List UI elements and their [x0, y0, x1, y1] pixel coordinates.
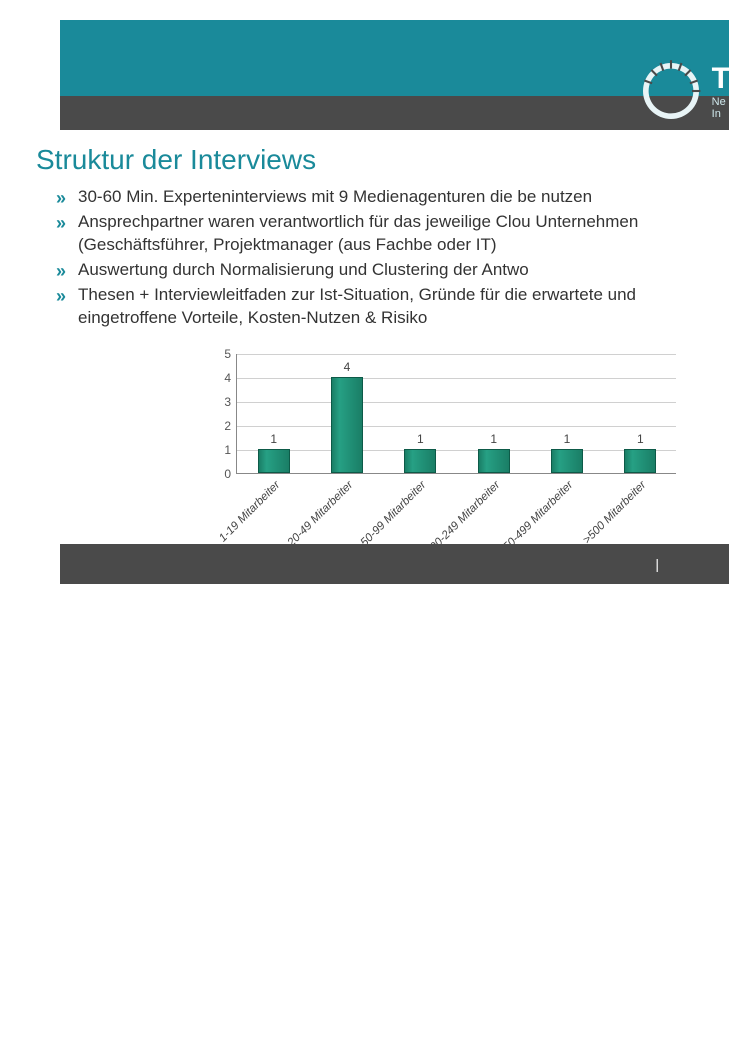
chart-ytick-label: 2 — [224, 419, 231, 433]
bullet-list: 30-60 Min. Experteninterviews mit 9 Medi… — [36, 186, 729, 330]
chart-ytick-label: 3 — [224, 395, 231, 409]
chart-gridline — [237, 354, 676, 355]
chart-bar-value-label: 1 — [625, 432, 655, 446]
chart-ytick-label: 4 — [224, 371, 231, 385]
header-band: T Ne In — [0, 20, 729, 130]
chart-bar-value-label: 1 — [552, 432, 582, 446]
chart-gridline — [237, 378, 676, 379]
chart-bar-value-label: 4 — [332, 360, 362, 374]
chart-ytick-label: 5 — [224, 347, 231, 361]
slide-content: Struktur der Interviews 30-60 Min. Exper… — [0, 130, 729, 568]
logo-swirl-icon — [636, 56, 706, 126]
chart-bar: 1 — [258, 449, 290, 473]
chart-ytick-label: 1 — [224, 443, 231, 457]
footer-band: | — [60, 544, 729, 584]
logo-sub-2: In — [712, 108, 729, 120]
chart-plot-area: 01234511-19 Mitarbeiter420-49 Mitarbeite… — [236, 354, 676, 474]
slide-title: Struktur der Interviews — [36, 144, 729, 176]
logo: T Ne In — [636, 56, 729, 126]
bullet-item: Auswertung durch Normalisierung und Clus… — [56, 259, 729, 282]
chart-bar: 1 — [551, 449, 583, 473]
footer-separator: | — [655, 556, 659, 572]
bullet-item: 30-60 Min. Experteninterviews mit 9 Medi… — [56, 186, 729, 209]
bullet-item: Thesen + Interviewleitfaden zur Ist-Situ… — [56, 284, 729, 330]
chart-bar: 1 — [404, 449, 436, 473]
chart-gridline — [237, 402, 676, 403]
header-teal-bar — [60, 20, 729, 96]
bullet-item: Ansprechpartner waren verantwortlich für… — [56, 211, 729, 257]
chart-bar-value-label: 1 — [259, 432, 289, 446]
chart-bar-value-label: 1 — [405, 432, 435, 446]
bar-chart: 01234511-19 Mitarbeiter420-49 Mitarbeite… — [196, 348, 696, 568]
chart-gridline — [237, 426, 676, 427]
logo-letter: T — [712, 62, 729, 96]
header-grey-bar — [60, 96, 729, 130]
chart-bar: 1 — [624, 449, 656, 473]
chart-gridline — [237, 450, 676, 451]
chart-bar-value-label: 1 — [479, 432, 509, 446]
chart-ytick-label: 0 — [224, 467, 231, 481]
chart-bar: 4 — [331, 377, 363, 473]
chart-bar: 1 — [478, 449, 510, 473]
logo-sub-1: Ne — [712, 96, 729, 108]
